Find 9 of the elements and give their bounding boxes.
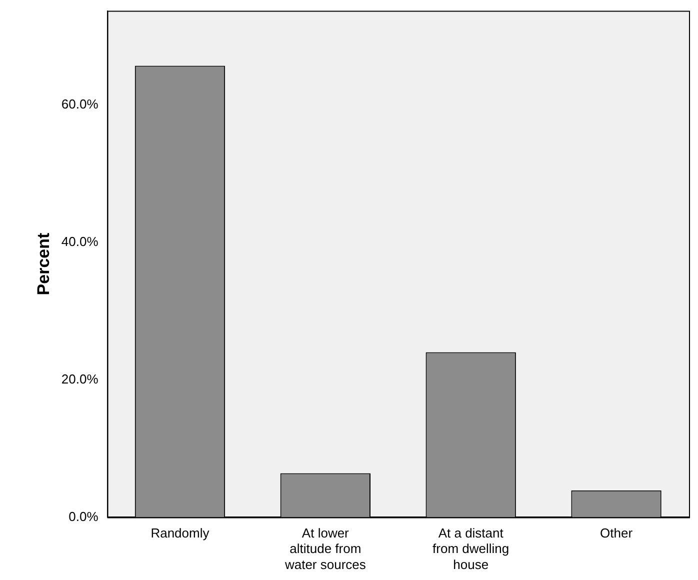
x-tick-label: Randomly	[150, 526, 210, 541]
x-tick-label: At a distant from dwelling house	[432, 526, 510, 572]
y-tick-label: 20.0%	[61, 371, 99, 386]
y-axis-title: Percent	[34, 232, 53, 296]
y-tick-label: 60.0%	[61, 96, 99, 112]
y-tick-label: 0.0%	[68, 508, 99, 524]
x-tick-label: At lower altitude from water sources	[284, 526, 366, 572]
x-tick-label: Other	[600, 526, 634, 541]
y-tick-label: 40.0%	[61, 234, 99, 249]
